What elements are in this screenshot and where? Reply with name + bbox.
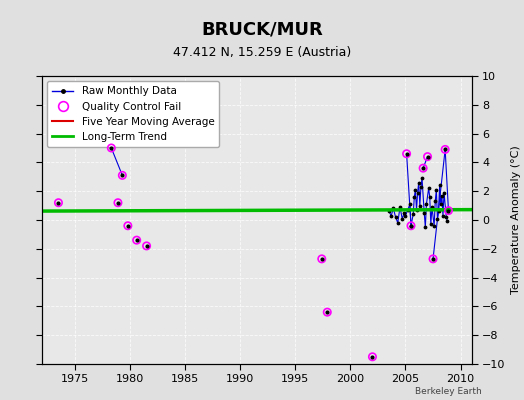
Point: [419, 165, 427, 171]
Point: [143, 243, 151, 249]
Y-axis label: Temperature Anomaly (°C): Temperature Anomaly (°C): [511, 146, 521, 294]
Point: [441, 146, 450, 153]
Legend: Raw Monthly Data, Quality Control Fail, Five Year Moving Average, Long-Term Tren: Raw Monthly Data, Quality Control Fail, …: [47, 81, 220, 147]
Point: [444, 208, 453, 214]
Point: [423, 154, 432, 160]
Text: 47.412 N, 15.259 E (Austria): 47.412 N, 15.259 E (Austria): [173, 46, 351, 59]
Point: [323, 309, 332, 315]
Point: [118, 172, 126, 178]
Point: [423, 154, 432, 160]
Point: [107, 145, 115, 151]
Point: [441, 146, 450, 153]
Point: [118, 172, 126, 178]
Point: [402, 150, 411, 157]
Point: [318, 256, 326, 262]
Point: [124, 222, 132, 229]
Point: [419, 165, 427, 171]
Point: [368, 354, 377, 360]
Point: [407, 222, 415, 229]
Point: [323, 309, 332, 315]
Text: BRUCK/MUR: BRUCK/MUR: [201, 20, 323, 38]
Point: [407, 222, 415, 229]
Point: [429, 256, 437, 262]
Point: [444, 208, 453, 214]
Point: [54, 200, 63, 206]
Point: [368, 354, 377, 360]
Point: [402, 150, 411, 157]
Point: [318, 256, 326, 262]
Point: [114, 200, 122, 206]
Point: [133, 237, 141, 243]
Point: [107, 145, 115, 151]
Point: [143, 243, 151, 249]
Point: [133, 237, 141, 243]
Point: [114, 200, 122, 206]
Text: Berkeley Earth: Berkeley Earth: [416, 387, 482, 396]
Point: [54, 200, 63, 206]
Point: [124, 222, 132, 229]
Point: [429, 256, 437, 262]
